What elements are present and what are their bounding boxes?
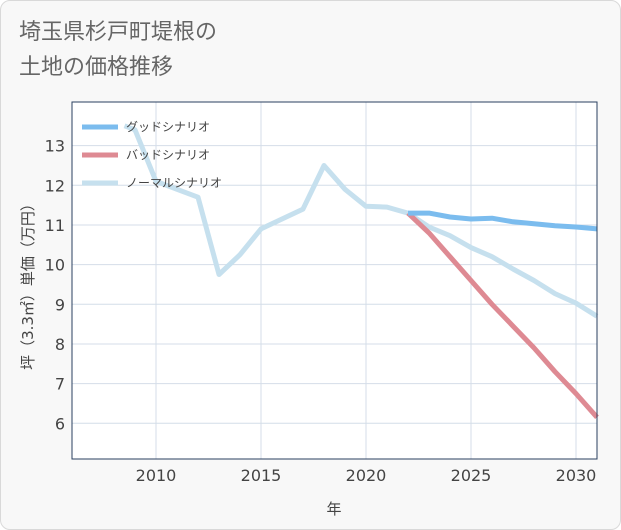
x-tick-label: 2010: [136, 466, 177, 485]
x-axis-title: 年: [326, 500, 341, 518]
plot-border: [71, 101, 598, 460]
y-tick-label: 6: [55, 414, 65, 433]
y-tick-label: 10: [45, 256, 65, 275]
y-tick-label: 11: [45, 216, 65, 235]
series-lines: [123, 123, 599, 419]
y-tick-label: 12: [45, 176, 65, 195]
y-tick-label: 9: [55, 295, 65, 314]
y-tick-label: 13: [45, 137, 65, 156]
y-axis-title: 坪（3.3㎡）単価（万円）: [19, 196, 37, 370]
legend-label: バッドシナリオ: [126, 148, 210, 162]
chart-title: 埼玉県杉戸町堤根の 土地の価格推移: [19, 15, 217, 85]
series-line-1: [406, 211, 599, 419]
y-tick-labels: 6 7 8 9 10 11 12 13: [45, 137, 65, 434]
series-line-0: [408, 210, 598, 232]
x-tick-labels: 2010 2015 2020 2025 2030: [136, 466, 597, 485]
legend-label: ノーマルシナリオ: [126, 176, 222, 190]
x-tick-label: 2015: [241, 466, 282, 485]
chart-title-line-2: 土地の価格推移: [19, 55, 174, 80]
plot-area: [72, 102, 597, 459]
y-tick-label: 8: [55, 335, 65, 354]
x-tick-label: 2020: [346, 466, 387, 485]
x-tick-label: 2025: [451, 466, 492, 485]
x-tick-label: 2030: [556, 466, 597, 485]
series-line-2: [123, 123, 599, 319]
chart-title-line-1: 埼玉県杉戸町堤根の: [19, 20, 218, 45]
y-tick-label: 7: [55, 375, 65, 394]
legend-label: グッドシナリオ: [126, 120, 210, 134]
